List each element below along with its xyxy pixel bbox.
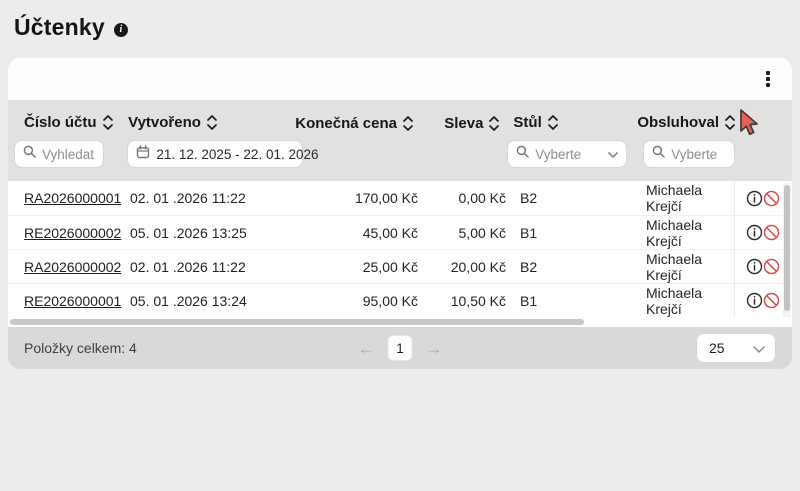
page-size-value: 25 <box>709 340 725 356</box>
row-actions <box>734 250 792 283</box>
column-label: Stůl <box>513 114 542 131</box>
price-cell: 45,00 Kč <box>362 224 418 241</box>
sort-icon[interactable] <box>403 115 413 131</box>
table-cell: B1 <box>520 224 538 241</box>
row-actions <box>734 284 792 317</box>
search-icon <box>516 145 529 163</box>
price-cell: 170,00 Kč <box>354 190 418 206</box>
detail-info-icon[interactable] <box>746 292 763 309</box>
discount-cell: 0,00 Kč <box>458 190 506 206</box>
kebab-menu-icon[interactable] <box>760 67 776 91</box>
server-cell: Michaela Krejčí <box>646 182 703 214</box>
created-cell: 05. 01 .2026 13:24 <box>130 292 247 309</box>
column-labels-row: Číslo účtu Vytvořeno Konečná cena Sleva … <box>8 111 792 135</box>
discount-cell: 10,50 Kč <box>450 292 506 309</box>
search-input[interactable] <box>42 146 95 162</box>
table-row[interactable]: RA2026000002 02. 01 .2026 11:22 25,00 Kč… <box>8 249 792 283</box>
pagination: ← 1 → <box>358 335 443 361</box>
detail-info-icon[interactable] <box>746 258 763 275</box>
page-title: Účtenky <box>14 14 105 40</box>
receipt-number-link[interactable]: RA2026000001 <box>24 190 122 206</box>
horizontal-scrollbar-track[interactable] <box>8 317 792 327</box>
search-icon <box>23 145 36 163</box>
current-page-button[interactable]: 1 <box>387 335 413 361</box>
table-select-field[interactable] <box>507 140 628 168</box>
column-header-cislo-uctu[interactable]: Číslo účtu <box>24 114 113 131</box>
receipt-search-field[interactable] <box>14 140 104 168</box>
filters-row: 21. 12. 2025 - 22. 01. 2026 <box>8 139 792 169</box>
cancel-receipt-icon[interactable] <box>763 292 780 309</box>
table-cell: B2 <box>520 190 538 206</box>
table-footer: Položky celkem: 4 ← 1 → 25 <box>8 327 792 369</box>
server-cell: Michaela Krejčí <box>646 284 703 317</box>
chevron-down-icon <box>753 340 765 356</box>
table-row[interactable]: RE2026000002 05. 01 .2026 13:25 45,00 Kč… <box>8 215 792 249</box>
discount-cell: 20,00 Kč <box>450 258 506 275</box>
column-label: Sleva <box>444 114 484 132</box>
column-label: Obsluhoval <box>637 114 720 131</box>
sort-icon[interactable] <box>725 115 735 130</box>
column-label: Číslo účtu <box>24 114 97 131</box>
search-icon <box>652 145 665 163</box>
next-page-arrow-icon[interactable]: → <box>425 338 443 358</box>
column-header-stul[interactable]: Stůl <box>513 114 558 131</box>
chevron-down-icon[interactable] <box>608 145 619 163</box>
prev-page-arrow-icon[interactable]: ← <box>357 338 375 358</box>
column-label: Vytvořeno <box>128 114 201 131</box>
column-header-vytvoreno[interactable]: Vytvořeno <box>128 114 217 131</box>
column-header-konecna-cena[interactable]: Konečná cena <box>295 115 413 132</box>
date-range-picker[interactable]: 21. 12. 2025 - 22. 01. 2026 <box>127 140 319 168</box>
detail-info-icon[interactable] <box>746 190 763 207</box>
row-actions <box>734 181 792 215</box>
row-actions <box>734 216 792 249</box>
created-cell: 02. 01 .2026 11:22 <box>130 190 246 206</box>
price-cell: 95,00 Kč <box>362 292 418 309</box>
cancel-receipt-icon[interactable] <box>763 190 780 207</box>
receipt-number-link[interactable]: RA2026000002 <box>24 258 122 275</box>
column-header-sleva[interactable]: Sleva <box>444 114 500 132</box>
table-select-input[interactable] <box>535 146 603 162</box>
date-range-value: 21. 12. 2025 - 22. 01. 2026 <box>156 146 319 162</box>
server-cell: Michaela Krejčí <box>646 250 703 283</box>
receipts-card: Číslo účtu Vytvořeno Konečná cena Sleva … <box>8 58 792 369</box>
receipt-number-link[interactable]: RE2026000002 <box>24 224 122 241</box>
created-cell: 05. 01 .2026 13:25 <box>130 224 247 241</box>
horizontal-scrollbar-thumb[interactable] <box>10 319 584 325</box>
receipt-number-link[interactable]: RE2026000001 <box>24 292 122 309</box>
sort-icon[interactable] <box>102 115 113 130</box>
sort-icon[interactable] <box>489 115 500 131</box>
table-cell: B1 <box>520 292 538 309</box>
detail-info-icon[interactable] <box>746 224 763 241</box>
price-cell: 25,00 Kč <box>362 258 418 275</box>
server-search-input[interactable] <box>671 146 727 162</box>
table-body: RA2026000001 02. 01 .2026 11:22 170,00 K… <box>8 181 792 327</box>
total-items-label: Položky celkem: 4 <box>24 340 137 356</box>
table-header: Číslo účtu Vytvořeno Konečná cena Sleva … <box>8 100 792 181</box>
info-icon[interactable]: i <box>113 22 128 37</box>
cancel-receipt-icon[interactable] <box>763 224 780 241</box>
card-toolbar <box>8 58 792 100</box>
sort-icon[interactable] <box>207 115 217 130</box>
calendar-icon <box>136 144 150 164</box>
created-cell: 02. 01 .2026 11:22 <box>130 258 246 275</box>
server-search-field[interactable] <box>643 140 736 168</box>
page-header: Účtenky i <box>0 0 800 41</box>
page-size-select[interactable]: 25 <box>696 333 776 363</box>
column-label: Konečná cena <box>295 114 397 132</box>
column-header-obsluhoval[interactable]: Obsluhoval <box>637 114 735 131</box>
sort-icon[interactable] <box>547 115 558 130</box>
server-cell: Michaela Krejčí <box>646 216 703 249</box>
table-row[interactable]: RE2026000001 05. 01 .2026 13:24 95,00 Kč… <box>8 283 792 317</box>
table-cell: B2 <box>520 258 538 275</box>
vertical-scrollbar-thumb[interactable] <box>784 185 790 311</box>
discount-cell: 5,00 Kč <box>458 224 506 241</box>
table-row[interactable]: RA2026000001 02. 01 .2026 11:22 170,00 K… <box>8 181 792 215</box>
cancel-receipt-icon[interactable] <box>763 258 780 275</box>
